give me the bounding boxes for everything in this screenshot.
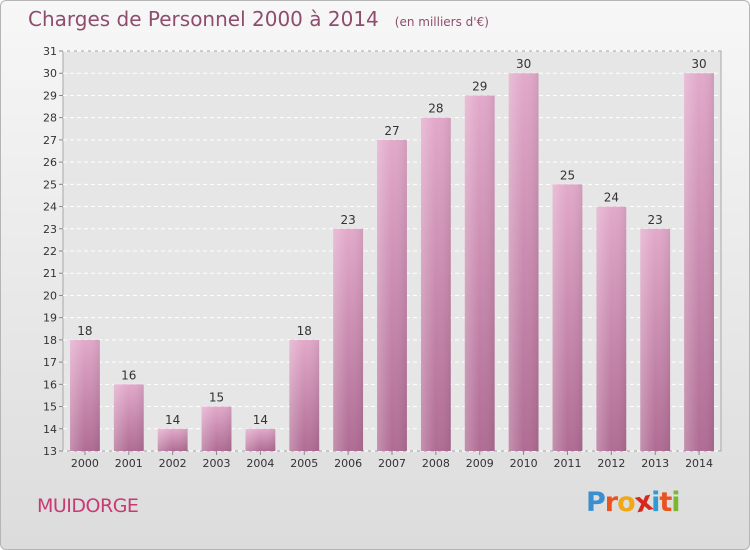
x-tick-label: 2002 xyxy=(159,457,187,470)
y-tick-label: 21 xyxy=(43,267,57,280)
bar-shade xyxy=(596,206,627,451)
bar-shade xyxy=(377,139,407,451)
bar-shade xyxy=(157,428,188,451)
y-tick-label: 15 xyxy=(43,401,57,414)
bar-shade xyxy=(508,73,539,451)
y-tick-label: 24 xyxy=(43,201,57,214)
bar-shade xyxy=(113,384,144,451)
bar-shade xyxy=(289,339,320,451)
y-tick-label: 22 xyxy=(43,245,57,258)
x-tick-label: 2003 xyxy=(203,457,231,470)
commune-name: MUIDORGE xyxy=(37,495,139,517)
data-label: 24 xyxy=(604,191,619,205)
logo-letter: r xyxy=(604,487,618,518)
logo-letter: i xyxy=(651,487,660,518)
x-tick-label: 2006 xyxy=(334,457,362,470)
data-label: 14 xyxy=(165,413,180,427)
y-tick-label: 19 xyxy=(43,312,57,325)
x-tick-label: 2012 xyxy=(597,457,625,470)
bars xyxy=(70,73,714,452)
x-tick-label: 2008 xyxy=(422,457,450,470)
data-label: 18 xyxy=(77,324,92,338)
chart-title: Charges de Personnel 2000 à 2014 xyxy=(28,7,379,31)
x-tick-label: 2005 xyxy=(290,457,318,470)
data-label: 18 xyxy=(297,324,312,338)
data-label: 23 xyxy=(340,213,355,227)
bar-shade xyxy=(245,428,276,451)
data-label: 30 xyxy=(691,57,706,71)
x-tick-label: 2000 xyxy=(71,457,99,470)
y-tick-label: 29 xyxy=(43,89,57,102)
data-label: 16 xyxy=(121,368,136,382)
x-tick-label: 2001 xyxy=(115,457,143,470)
x-tick-label: 2011 xyxy=(553,457,581,470)
y-tick-label: 30 xyxy=(43,67,57,80)
x-tick-label: 2009 xyxy=(466,457,494,470)
y-tick-label: 20 xyxy=(43,289,57,302)
data-label: 29 xyxy=(472,79,487,93)
bar-shade xyxy=(201,406,232,451)
logo-letter: i xyxy=(671,487,680,518)
logo-letter: t xyxy=(659,487,672,518)
x-tick-label: 2010 xyxy=(510,457,538,470)
y-tick-label: 14 xyxy=(43,423,57,436)
labels: 13 14 15 16 17 18 19 20 21 22 23 24 25 26 27 28 29 30 31 18… xyxy=(43,45,713,470)
data-label: 30 xyxy=(516,57,531,71)
data-label: 23 xyxy=(648,213,663,227)
logo-letter: o xyxy=(617,487,636,518)
bar-shade xyxy=(640,228,671,451)
y-tick-label: 28 xyxy=(43,112,57,125)
title-row: Charges de Personnel 2000 à 2014 (en mill… xyxy=(28,7,489,31)
data-label: 25 xyxy=(560,168,575,182)
x-tick-label: 2014 xyxy=(685,457,713,470)
data-label: 15 xyxy=(209,391,224,405)
y-tick-label: 26 xyxy=(43,156,57,169)
x-tick-label: 2007 xyxy=(378,457,406,470)
x-tick-label: 2013 xyxy=(641,457,669,470)
bar-shade xyxy=(684,73,714,451)
chart-subtitle: (en milliers d'€) xyxy=(394,15,489,29)
bar-shade xyxy=(552,184,583,452)
y-tick-label: 16 xyxy=(43,378,57,391)
proxiti-logo: Proxiti xyxy=(586,486,681,520)
y-tick-label: 18 xyxy=(43,334,57,347)
data-label: 14 xyxy=(253,413,268,427)
y-tick-label: 27 xyxy=(43,134,57,147)
data-label: 27 xyxy=(384,124,399,138)
y-tick-label: 13 xyxy=(43,445,57,458)
y-tick-label: 31 xyxy=(43,45,57,58)
bar-shade xyxy=(70,339,100,451)
y-tick-label: 17 xyxy=(43,356,57,369)
bar-shade xyxy=(333,228,364,451)
data-label: 28 xyxy=(428,102,443,116)
y-tick-label: 25 xyxy=(43,178,57,191)
bar-shade xyxy=(464,95,495,451)
x-tick-label: 2004 xyxy=(246,457,274,470)
logo-letter: P xyxy=(586,487,606,518)
y-tick-label: 23 xyxy=(43,223,57,236)
bar-shade xyxy=(420,117,451,452)
